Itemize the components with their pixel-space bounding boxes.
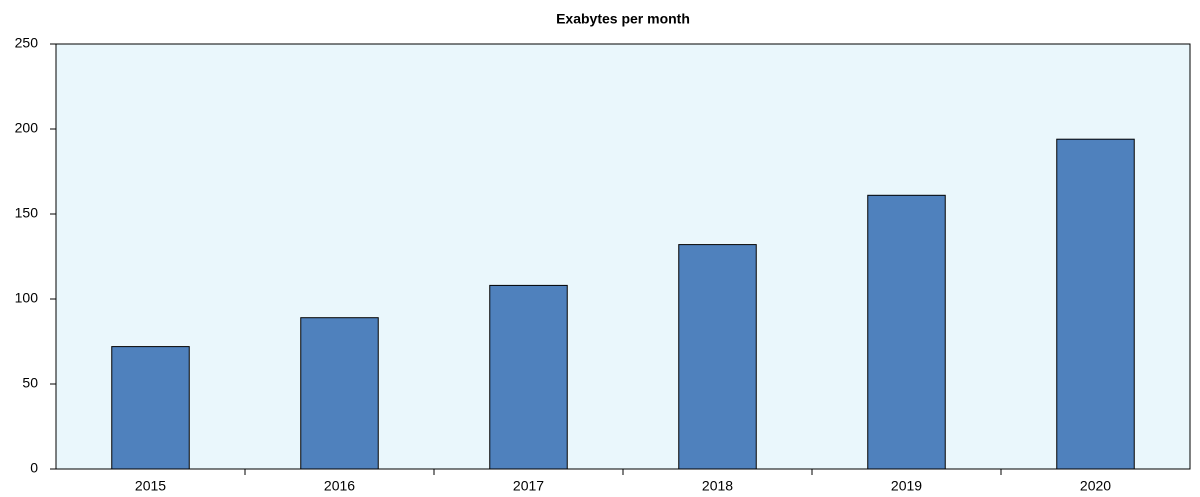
x-tick-label: 2019 — [891, 478, 922, 494]
x-tick-label: 2017 — [513, 478, 544, 494]
bar — [489, 284, 568, 470]
x-tick-label: 2018 — [702, 478, 733, 494]
y-tick-label: 150 — [15, 205, 39, 221]
bar — [300, 317, 379, 470]
bar — [1056, 138, 1135, 470]
y-tick-label: 0 — [30, 460, 38, 476]
y-tick-label: 50 — [22, 375, 38, 391]
x-tick-label: 2015 — [135, 478, 166, 494]
bar — [867, 194, 946, 470]
x-tick-label: 2020 — [1080, 478, 1111, 494]
y-tick-label: 250 — [15, 35, 39, 51]
bar — [111, 346, 190, 470]
bar — [678, 244, 757, 470]
plot-area — [55, 43, 1191, 470]
chart-title: Exabytes per month — [556, 11, 690, 27]
y-tick-label: 100 — [15, 290, 39, 306]
y-tick-label: 200 — [15, 120, 39, 136]
x-tick-label: 2016 — [324, 478, 355, 494]
